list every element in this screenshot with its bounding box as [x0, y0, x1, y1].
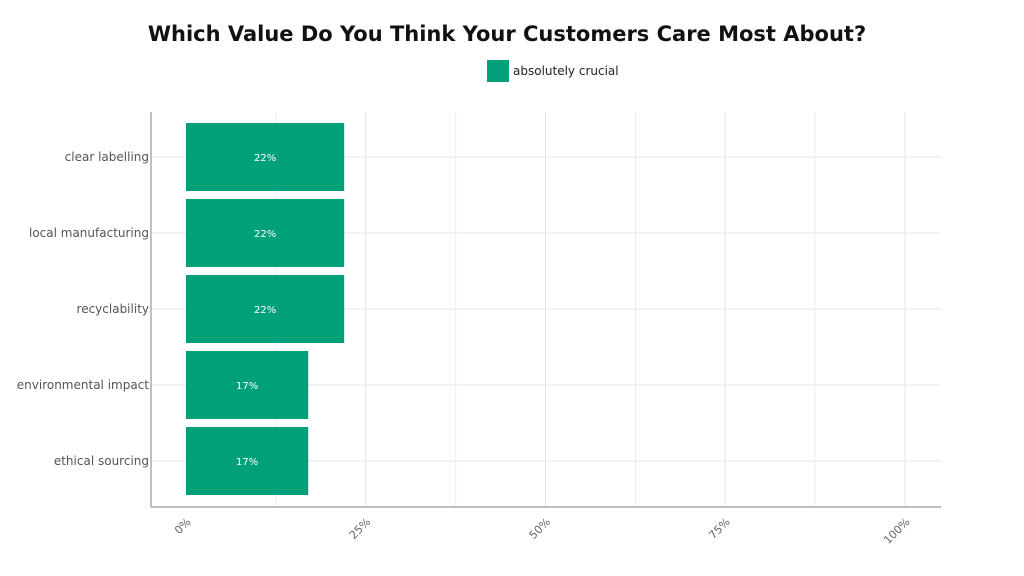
bar: [186, 123, 345, 191]
bar: [186, 351, 309, 419]
category-label: ethical sourcing: [54, 454, 149, 468]
category-label: recyclability: [77, 302, 149, 316]
x-tick-label: 50%: [527, 515, 553, 541]
data-label: 17%: [236, 381, 258, 392]
bar: [186, 199, 345, 267]
x-tick-label: 75%: [706, 515, 732, 541]
axis-layer: clear labelling local manufacturing recycl…: [17, 112, 941, 547]
x-tick-label: 100%: [881, 515, 912, 546]
data-label: 22%: [254, 153, 276, 164]
bar: [186, 275, 345, 343]
category-label: local manufacturing: [29, 226, 149, 240]
data-label: 22%: [254, 305, 276, 316]
legend: absolutely crucial: [487, 60, 619, 82]
data-label: 17%: [236, 457, 258, 468]
chart-title: Which Value Do You Think Your Customers …: [147, 22, 867, 46]
bar-layer: 22% 22% 22% 17% 17%: [186, 123, 345, 495]
category-label: clear labelling: [65, 150, 149, 164]
x-tick-label: 25%: [347, 515, 373, 541]
data-label: 22%: [254, 229, 276, 240]
legend-swatch: [487, 60, 509, 82]
x-tick-label: 0%: [172, 515, 194, 537]
category-label: environmental impact: [17, 378, 150, 392]
legend-label: absolutely crucial: [513, 64, 619, 78]
bar: [186, 427, 309, 495]
